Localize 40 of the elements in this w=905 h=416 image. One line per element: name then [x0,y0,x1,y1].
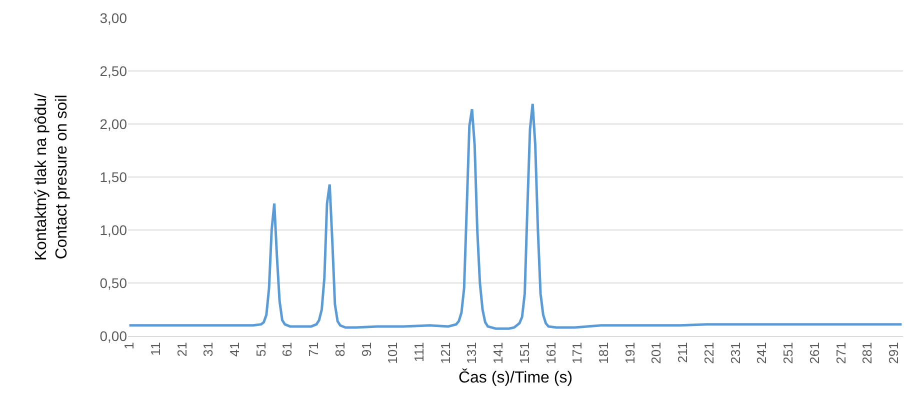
x-tick-label: 1 [122,342,137,350]
y-tick-label: 0,00 [100,328,128,344]
x-tick-label: 221 [701,342,716,364]
x-tick-label: 51 [253,342,268,357]
y-tick-label: 2,50 [100,62,128,79]
x-tick-label: 201 [648,342,664,364]
x-tick-label: 231 [728,342,743,364]
x-tick-label: 281 [860,342,875,364]
x-tick-label: 211 [675,342,690,363]
x-tick-label: 121 [438,342,453,364]
line-series [128,102,903,330]
x-tick-label: 151 [516,342,532,364]
x-tick-label: 101 [385,342,400,364]
y-axis-title: Kontaktný tlak na pôdu/ Contact presure on soil [32,92,71,261]
x-tick-label: 241 [754,342,770,364]
x-tick-label: 11 [148,342,163,356]
x-tick-label: 261 [806,342,822,364]
x-tick-label: 21 [174,342,190,357]
x-tick-label: 181 [596,342,612,364]
x-tick-label: 251 [780,342,796,364]
x-axis-title: Čas (s)/Time (s) [458,368,573,387]
y-tick-label: 0,50 [100,274,128,291]
x-tick-label: 271 [833,342,848,364]
x-tick-label: 141 [490,342,506,364]
x-tick-label: 91 [358,342,374,357]
x-tick-label: 111 [412,342,427,362]
x-tick-label: 171 [570,342,585,364]
x-tick-label: 291 [886,342,901,364]
x-tick-label: 161 [543,342,558,364]
x-tick-label: 71 [306,342,322,357]
y-tick-label: 1,00 [100,222,128,238]
x-tick-label: 191 [622,342,638,364]
y-tick-label: 1,50 [100,168,128,185]
y-tick-label: 2,00 [100,116,128,132]
x-tick-label: 41 [226,342,242,357]
x-tick-label: 131 [464,342,480,364]
y-tick-label: 3,00 [100,10,128,26]
x-tick-label: 31 [200,342,216,357]
x-tick-label: 81 [332,342,348,357]
x-tick-label: 61 [280,342,295,357]
